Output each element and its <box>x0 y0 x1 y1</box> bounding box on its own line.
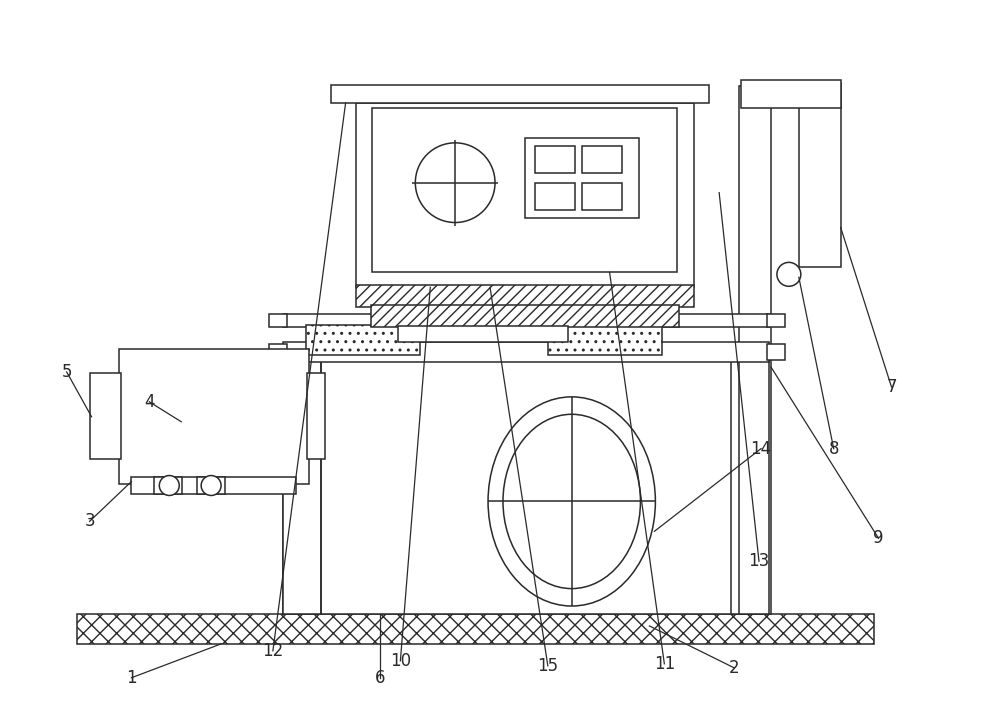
Bar <box>131 477 296 495</box>
Circle shape <box>159 475 179 495</box>
Text: 12: 12 <box>262 642 284 660</box>
Bar <box>283 357 321 614</box>
Text: 9: 9 <box>873 529 884 547</box>
Bar <box>269 314 287 327</box>
Circle shape <box>415 143 495 222</box>
Bar <box>119 349 309 483</box>
Text: 2: 2 <box>729 659 739 677</box>
Bar <box>731 357 769 614</box>
Bar <box>548 325 662 355</box>
Bar <box>741 80 841 108</box>
Bar <box>356 285 694 307</box>
Text: 7: 7 <box>886 378 897 396</box>
Bar <box>131 362 296 472</box>
Bar <box>582 146 622 173</box>
Text: 11: 11 <box>654 655 675 673</box>
Text: 4: 4 <box>144 393 155 411</box>
Bar <box>283 342 769 362</box>
Bar <box>306 325 420 355</box>
Text: 13: 13 <box>748 552 770 570</box>
Bar <box>739 86 771 614</box>
Bar <box>77 614 874 644</box>
Bar <box>799 83 841 267</box>
Text: 1: 1 <box>126 669 137 687</box>
Text: 5: 5 <box>61 363 72 381</box>
Bar <box>535 183 575 209</box>
Text: 15: 15 <box>537 657 558 675</box>
Bar <box>582 183 622 209</box>
Bar <box>283 314 769 327</box>
Bar <box>154 477 182 495</box>
Text: 14: 14 <box>750 440 772 457</box>
Bar <box>371 305 679 327</box>
Bar <box>398 326 568 342</box>
Circle shape <box>201 475 221 495</box>
Circle shape <box>777 262 801 286</box>
Bar <box>535 146 575 173</box>
Ellipse shape <box>488 397 655 606</box>
Bar <box>197 477 225 495</box>
Bar <box>767 344 785 360</box>
Text: 6: 6 <box>375 669 386 687</box>
Ellipse shape <box>503 414 640 589</box>
Text: 3: 3 <box>84 513 95 531</box>
Bar <box>767 314 785 327</box>
Bar <box>331 85 709 103</box>
Bar <box>307 373 325 459</box>
Bar <box>525 138 639 217</box>
Text: 10: 10 <box>390 652 411 670</box>
Bar <box>269 344 287 360</box>
Bar <box>283 357 769 614</box>
Bar <box>90 373 121 459</box>
Text: 8: 8 <box>828 440 839 457</box>
Bar <box>372 108 677 272</box>
Bar <box>356 103 694 288</box>
